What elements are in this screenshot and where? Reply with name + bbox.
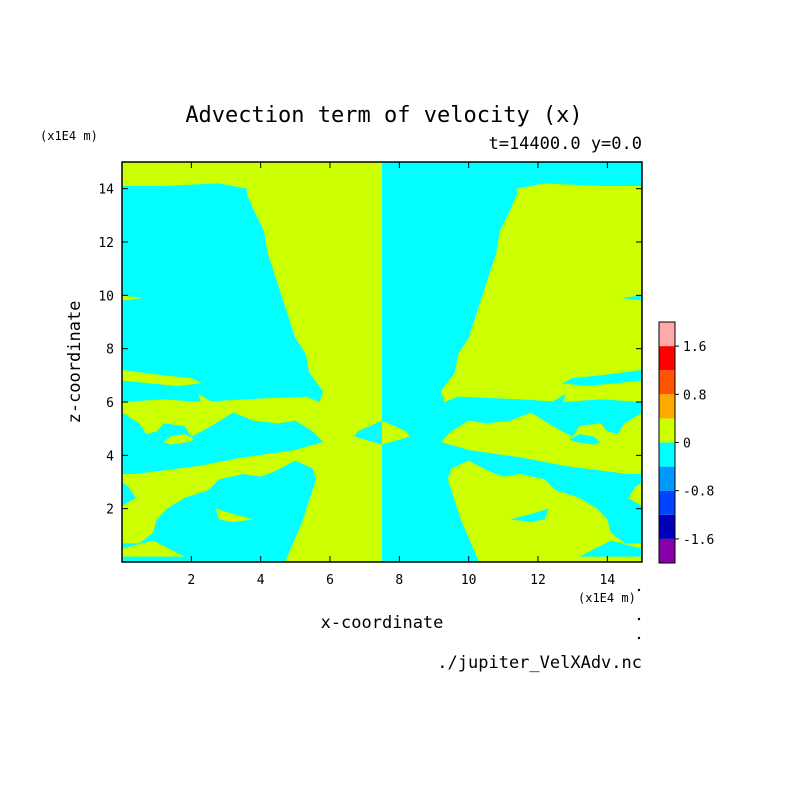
colorbar-cell [659,418,675,443]
colorbar-cell [659,370,675,395]
plot-area: 2 4 6 8 10 12 14 2 4 6 8 10 12 14 [98,161,643,588]
y-axis-label: z-coordinate [65,301,85,424]
y-tick-label: 8 [106,343,114,358]
y-tick-label: 14 [98,183,114,198]
colorbar-tick-label: -1.6 [683,533,714,548]
x-axis-ticks: 2 4 6 8 10 12 14 [187,162,615,588]
chart-title: Advection term of velocity (x) [185,103,582,128]
colorbar-cell [659,322,675,347]
colorbar-cell [659,514,675,539]
contour-region [163,434,195,445]
contour-region [198,394,226,410]
x-tick-label: 10 [461,573,477,588]
contour-regions-right [382,162,642,562]
colorbar-tick-label: 0.8 [683,388,706,403]
x-axis-label: x-coordinate [321,613,444,633]
mark-dot [637,636,641,640]
x-tick-label: 8 [395,573,403,588]
contour-region [382,162,642,562]
colorbar-cell [659,466,675,491]
contour-region [382,420,410,445]
contour-region [122,370,202,386]
contour-region [621,295,642,301]
plot-frame [121,161,643,563]
colorbar-tick-label: 0 [683,437,691,452]
x-tick-label: 14 [600,573,616,588]
contour-region [354,420,382,445]
colorbar: 1.6 0.8 0 -0.8 -1.6 [658,321,714,564]
contour-region [510,508,549,522]
mark-dot [637,588,641,592]
mark-dot [637,617,641,621]
colorbar-cell [659,490,675,515]
colorbar-cell [659,346,675,371]
contour-region [122,295,143,301]
x-tick-label: 2 [187,573,195,588]
colorbar-cell [659,442,675,467]
contour-region [562,370,642,386]
y-axis-ticks: 2 4 6 8 10 12 14 [98,183,642,518]
x-tick-label: 6 [326,573,334,588]
colorbar-cell [659,538,675,563]
x-tick-label: 12 [530,573,546,588]
x-tick-label: 4 [257,573,265,588]
y-tick-label: 2 [106,503,114,518]
contour-region [122,540,185,557]
colorbar-ticks: 1.6 0.8 0 -0.8 -1.6 [675,340,714,548]
chart-subtitle: t=14400.0 y=0.0 [488,134,642,154]
colorbar-tick-label: -0.8 [683,485,714,500]
colorbar-tick-label: 1.6 [683,340,706,355]
contour-region [538,394,566,410]
y-tick-label: 6 [106,396,114,411]
colorbar-cells [659,322,675,563]
colorbar-cell [659,394,675,419]
x-scale-label: (x1E4 m) [578,591,636,605]
y-scale-label: (x1E4 m) [40,129,98,143]
contour-region [569,434,601,445]
source-file-label: ./jupiter_VelXAdv.nc [437,653,642,673]
contour-region [215,508,254,522]
y-tick-label: 10 [98,289,114,304]
y-tick-label: 4 [106,449,114,464]
y-tick-label: 12 [98,236,114,251]
contour-region [579,540,642,557]
contour-region [122,162,382,562]
contour-regions-left [122,162,382,562]
